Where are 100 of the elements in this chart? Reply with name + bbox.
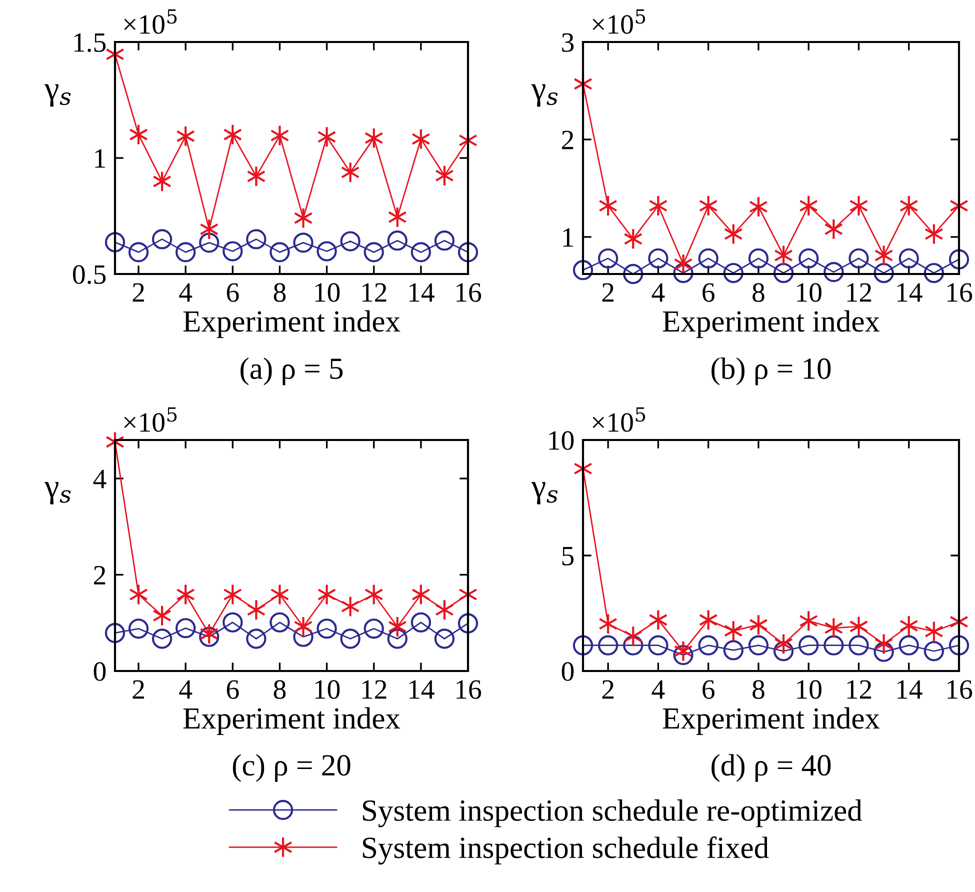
point [222, 612, 243, 632]
point [948, 635, 970, 656]
point [270, 612, 290, 632]
point [724, 620, 743, 642]
point [623, 264, 644, 284]
x-tick-label: 16 [948, 680, 972, 699]
point [673, 262, 694, 284]
point [270, 124, 290, 146]
point [364, 584, 384, 606]
point [434, 230, 455, 251]
point [270, 242, 290, 262]
point [849, 195, 868, 217]
point [199, 232, 220, 253]
point [222, 241, 243, 262]
point [698, 248, 718, 268]
y-tick-label: 0 [562, 662, 574, 681]
point [294, 616, 313, 638]
point [773, 262, 794, 284]
y-tick-label: 5 [562, 546, 574, 566]
text: ×10$^{5}$ [592, 407, 646, 432]
point [104, 622, 126, 644]
y-tick-label: 0.5 [73, 265, 106, 284]
x-tick-label: 4 [179, 283, 192, 302]
y-axis-title: γ$_{s}$ [44, 482, 71, 504]
point [848, 248, 869, 268]
point [410, 612, 432, 632]
x-tick-label: 4 [652, 283, 665, 302]
point [246, 229, 266, 250]
x-tick-label: 2 [602, 680, 614, 699]
point [435, 164, 454, 186]
y-tick-label: 10 [549, 431, 574, 450]
x-tick-label: 16 [948, 283, 972, 302]
point [924, 223, 944, 245]
point [598, 613, 618, 635]
point [152, 229, 172, 250]
legend-label: System inspection schedule fixed [362, 836, 769, 864]
point [774, 244, 793, 266]
point [799, 195, 818, 217]
point [598, 195, 618, 217]
x-tick-label: 6 [226, 283, 239, 302]
text: (b) ρ = 10 [712, 358, 831, 386]
point [598, 635, 618, 656]
point [152, 628, 172, 649]
x-tick-label: 16 [456, 680, 482, 699]
point [824, 635, 844, 656]
y-tick-label: 1.5 [74, 33, 106, 52]
point [749, 196, 768, 218]
point [364, 242, 384, 262]
point [294, 207, 313, 229]
point [340, 231, 360, 252]
text: ×10$^{5}$ [124, 407, 177, 432]
point [698, 195, 718, 217]
x-tick-label: 8 [752, 680, 764, 699]
point [673, 644, 694, 666]
point [748, 248, 769, 268]
point [152, 604, 172, 626]
point [387, 628, 408, 649]
point [824, 262, 844, 282]
point [798, 635, 819, 656]
point [698, 635, 718, 656]
point [648, 195, 668, 217]
y-tick-label: 2 [562, 130, 574, 150]
x-tick-label: 14 [897, 283, 922, 302]
x-tick-label: 14 [409, 680, 434, 699]
point [874, 244, 894, 266]
text: (c) ρ = 20 [232, 754, 350, 782]
y-tick-label: 2 [94, 566, 106, 584]
x-tick-label: 6 [226, 680, 239, 699]
x-tick-label: 2 [132, 283, 144, 302]
point [624, 626, 643, 648]
point [598, 248, 618, 268]
point [388, 616, 407, 638]
y-axis-title: γ$_{s}$ [44, 84, 71, 107]
point [924, 641, 944, 662]
point [176, 584, 196, 606]
point [129, 124, 148, 146]
point [723, 640, 744, 660]
x-tick-label: 10 [797, 680, 822, 699]
point [748, 635, 769, 656]
y-tick-label: 0 [94, 662, 106, 681]
x-tick-label: 8 [274, 680, 286, 699]
x-axis-title: Experiment index [183, 310, 400, 338]
y-tick-label: 1 [563, 228, 573, 247]
point [435, 599, 454, 621]
point [572, 260, 594, 280]
point [410, 242, 432, 262]
point [223, 124, 242, 146]
point [270, 584, 290, 606]
point [317, 126, 336, 148]
y-tick-label: 4 [93, 470, 106, 488]
point [316, 618, 337, 639]
point [199, 626, 220, 647]
x-axis-title: Experiment index [183, 707, 400, 736]
point [316, 241, 337, 262]
x-tick-label: 10 [315, 283, 340, 302]
point [152, 170, 172, 192]
x-tick-label: 8 [274, 283, 286, 302]
point [924, 620, 944, 642]
x-tick-label: 8 [752, 283, 764, 302]
point [723, 262, 744, 284]
